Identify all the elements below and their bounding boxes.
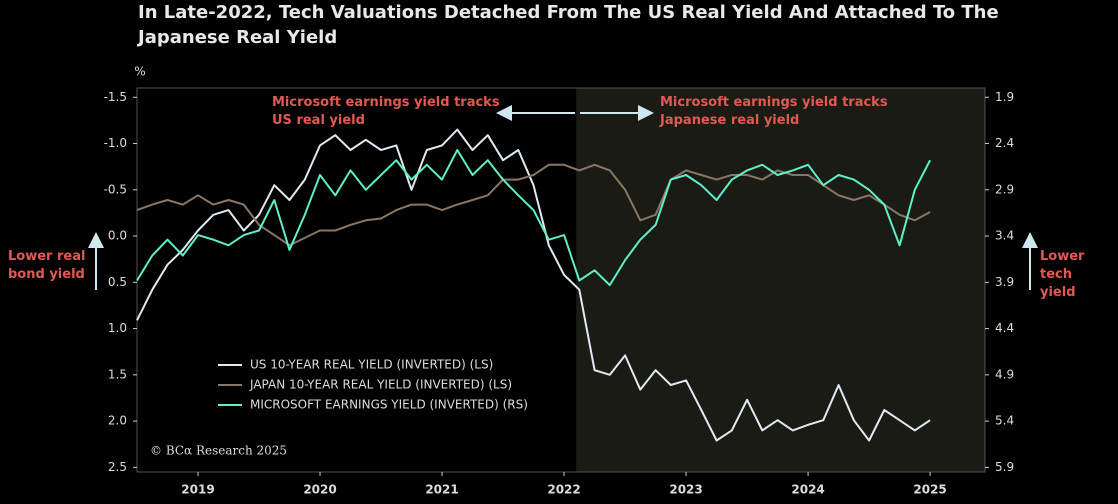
- y-tick-label: 2.0: [108, 414, 127, 428]
- y2-tick-label: 5.9: [995, 460, 1014, 474]
- y2-tick-label: 3.9: [995, 275, 1014, 289]
- legend-label: MICROSOFT EARNINGS YIELD (INVERTED) (RS): [250, 398, 528, 412]
- y-tick-label: 2.5: [108, 460, 127, 474]
- y-tick-label: -0.5: [104, 182, 127, 196]
- y-tick-label: 1.0: [108, 321, 127, 335]
- series-line: [136, 163, 931, 247]
- plot-area: [136, 87, 986, 473]
- y2-tick-label: 3.4: [995, 229, 1014, 243]
- y2-tick-label: 1.9: [995, 90, 1014, 104]
- series-line: [136, 149, 931, 287]
- x-tick-label: 2019: [181, 483, 214, 497]
- y-tick-label: -1.0: [104, 136, 127, 150]
- annotation: Microsoft earnings yield tracks Japanese …: [659, 95, 888, 128]
- x-tick-label: 2023: [669, 483, 702, 497]
- annotation: Lower real bond yield: [8, 249, 85, 282]
- y-unit: %: [134, 65, 145, 79]
- source: © BCα Research 2025: [150, 444, 287, 458]
- x-tick-label: 2025: [913, 483, 946, 497]
- legend-label: US 10-YEAR REAL YIELD (INVERTED) (LS): [250, 358, 493, 372]
- series-line: [136, 128, 931, 442]
- y-tick-label: 1.5: [108, 367, 127, 381]
- y-tick-label: 0.5: [108, 275, 127, 289]
- x-tick-label: 2021: [425, 483, 458, 497]
- y-tick-label: -1.5: [104, 90, 127, 104]
- y2-tick-label: 2.9: [995, 182, 1014, 196]
- x-tick-label: 2020: [303, 483, 336, 497]
- annotation: Lower tech yield: [1040, 249, 1085, 300]
- x-tick-label: 2022: [547, 483, 580, 497]
- y2-tick-label: 4.9: [995, 367, 1014, 381]
- x-tick-label: 2024: [791, 483, 824, 497]
- y2-tick-label: 5.4: [995, 414, 1014, 428]
- legend-label: JAPAN 10-YEAR REAL YIELD (INVERTED) (LS): [249, 378, 512, 392]
- chart-title: In Late-2022, Tech Valuations Detached F…: [138, 2, 999, 48]
- y2-tick-label: 2.4: [995, 136, 1014, 150]
- shaded-period: [576, 88, 985, 472]
- annotation: Microsoft earnings yield tracks US real y…: [272, 95, 500, 128]
- y-tick-label: 0.0: [108, 229, 127, 243]
- y2-tick-label: 4.4: [995, 321, 1014, 335]
